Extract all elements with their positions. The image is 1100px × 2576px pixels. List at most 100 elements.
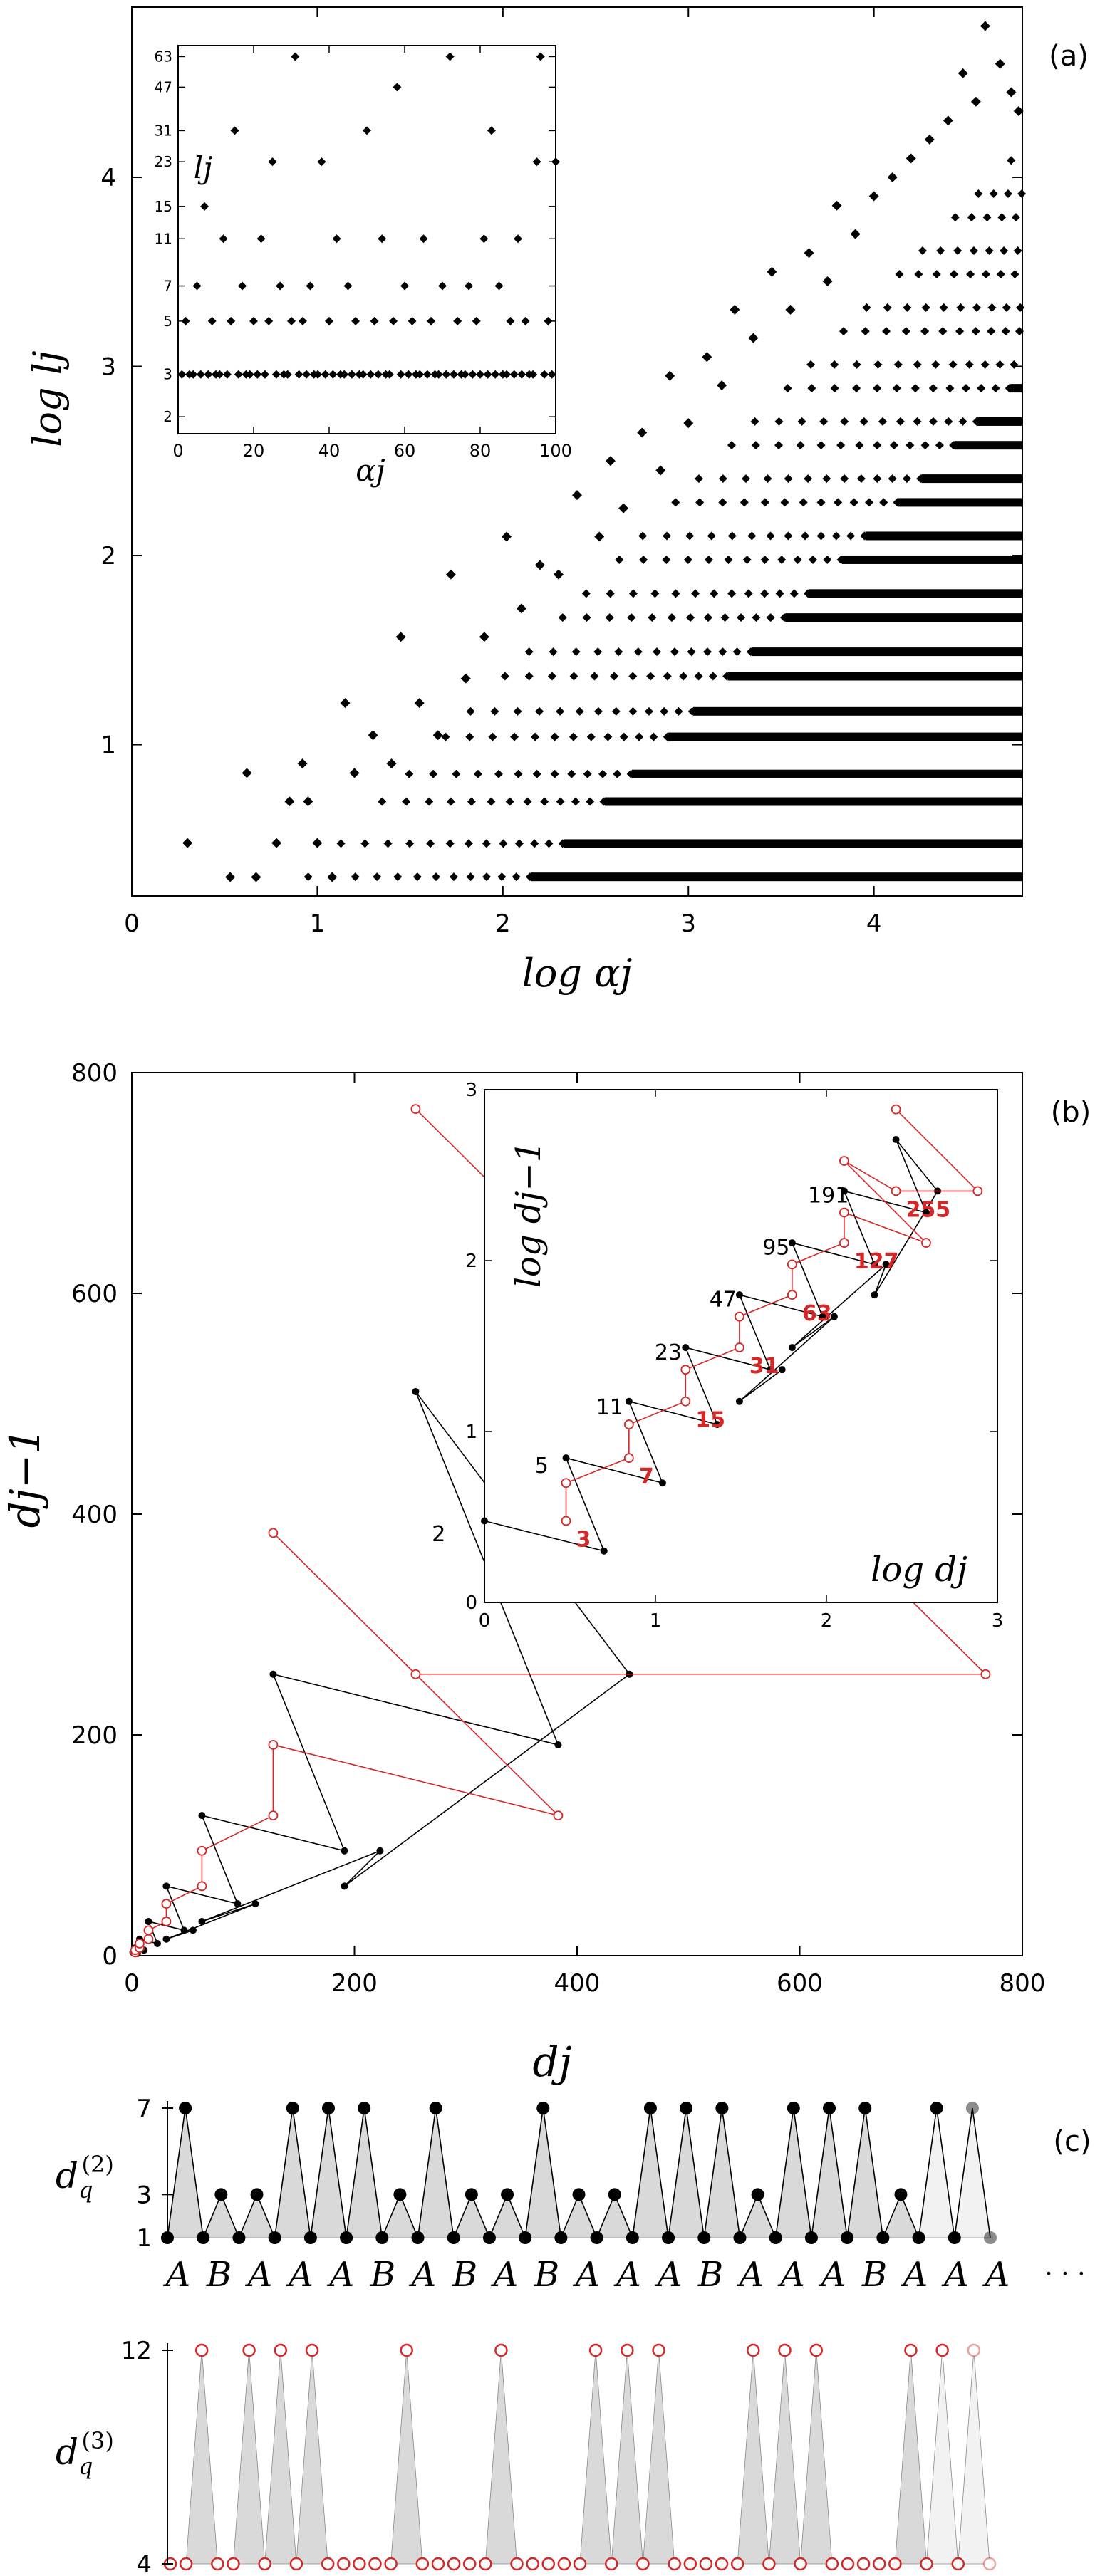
inset-series-point xyxy=(840,1187,848,1195)
row-point xyxy=(778,2343,792,2357)
row-point xyxy=(852,360,861,369)
row-point xyxy=(888,2557,902,2571)
row-point xyxy=(784,474,793,484)
row-point xyxy=(499,839,508,848)
peak-shade xyxy=(390,2350,423,2565)
row-point xyxy=(227,2557,240,2571)
inset-x-tick-label: 0 xyxy=(479,1610,491,1632)
peak-shade xyxy=(775,2107,812,2238)
peak-shade xyxy=(739,2194,777,2238)
row-point xyxy=(526,2557,539,2571)
upper-point xyxy=(303,796,313,807)
row-point xyxy=(760,589,769,598)
row-point xyxy=(402,797,411,806)
series-point xyxy=(189,1926,197,1934)
row-point xyxy=(514,769,523,778)
peak-shade xyxy=(579,2350,612,2565)
inset-point xyxy=(502,370,512,379)
upper-point xyxy=(297,758,308,769)
dense-band xyxy=(841,555,1022,564)
row-point xyxy=(610,672,619,681)
row-point xyxy=(691,589,700,598)
row-point xyxy=(603,732,613,741)
inset-black-label: 23 xyxy=(655,1340,682,1365)
row-point xyxy=(961,384,970,393)
inset-series-point xyxy=(787,1259,797,1270)
row-point xyxy=(775,589,784,598)
inset-y-tick-label: 15 xyxy=(155,198,172,215)
upper-point xyxy=(887,172,898,182)
inset-y-tick-label: 23 xyxy=(155,153,172,170)
row-point xyxy=(505,797,514,806)
row-point xyxy=(935,441,944,450)
row-point xyxy=(667,613,676,622)
panel-a-inset-x-ticks: 0 20 40 60 80 100 xyxy=(172,46,572,461)
inset-point xyxy=(283,370,292,379)
row-point xyxy=(883,303,892,312)
row-point xyxy=(720,613,730,622)
upper-point xyxy=(637,427,648,438)
row-point xyxy=(429,769,438,778)
inset-y-tick-label: 7 xyxy=(163,278,172,295)
series-point xyxy=(980,1669,991,1679)
inset-series-point xyxy=(767,1366,774,1374)
row-point xyxy=(830,360,839,369)
inset-series-point xyxy=(562,1454,570,1462)
y-tick-label: 0 xyxy=(102,1942,118,1971)
upper-point xyxy=(850,229,861,239)
row-point xyxy=(627,613,636,622)
dense-band xyxy=(752,647,1022,657)
row-point xyxy=(816,498,826,507)
row-point xyxy=(541,2557,556,2571)
series-point xyxy=(410,1104,421,1115)
row-point xyxy=(449,872,458,882)
row-point xyxy=(806,360,816,369)
row-point xyxy=(558,613,567,622)
inset-point xyxy=(215,370,224,379)
inset-point xyxy=(238,281,247,291)
series-point xyxy=(198,1917,206,1925)
inset-point xyxy=(396,370,405,379)
inset-point xyxy=(434,370,443,379)
row-point xyxy=(368,2557,382,2571)
row-point xyxy=(823,2102,836,2114)
row-point xyxy=(920,2557,933,2571)
inset-point xyxy=(358,370,368,379)
x-tick-label: 2 xyxy=(495,909,511,938)
inset-point xyxy=(427,316,436,325)
row-point xyxy=(663,672,672,681)
row-point xyxy=(840,417,849,426)
inset-red-label: 255 xyxy=(906,1197,951,1222)
inset-point xyxy=(514,234,522,244)
inset-point xyxy=(449,370,458,379)
row-point xyxy=(393,872,403,882)
row-point xyxy=(873,441,882,450)
inset-point xyxy=(453,316,462,325)
row-point xyxy=(958,417,967,426)
row-point xyxy=(412,872,422,882)
row-point xyxy=(337,2557,351,2571)
row-point xyxy=(984,2231,997,2244)
row-point xyxy=(400,2343,413,2357)
panel-b-inset-lines xyxy=(481,1104,983,1555)
series-point xyxy=(410,1669,421,1679)
row-point xyxy=(614,647,623,657)
inset-point xyxy=(294,370,303,379)
row-point xyxy=(415,2557,430,2571)
row-point xyxy=(718,647,727,657)
row-point xyxy=(613,769,622,778)
row-point xyxy=(643,2102,657,2114)
row-point xyxy=(980,360,990,369)
row-point xyxy=(982,2557,997,2571)
inset-series-point xyxy=(561,1516,571,1526)
row-point xyxy=(531,732,540,741)
inset-point xyxy=(483,370,492,379)
inset-point xyxy=(343,281,353,291)
upper-point xyxy=(924,134,935,145)
row-point xyxy=(662,555,671,564)
row-point xyxy=(799,498,808,507)
inset-x-tick-label: 0 xyxy=(172,441,183,461)
inset-series-point xyxy=(891,1186,901,1196)
